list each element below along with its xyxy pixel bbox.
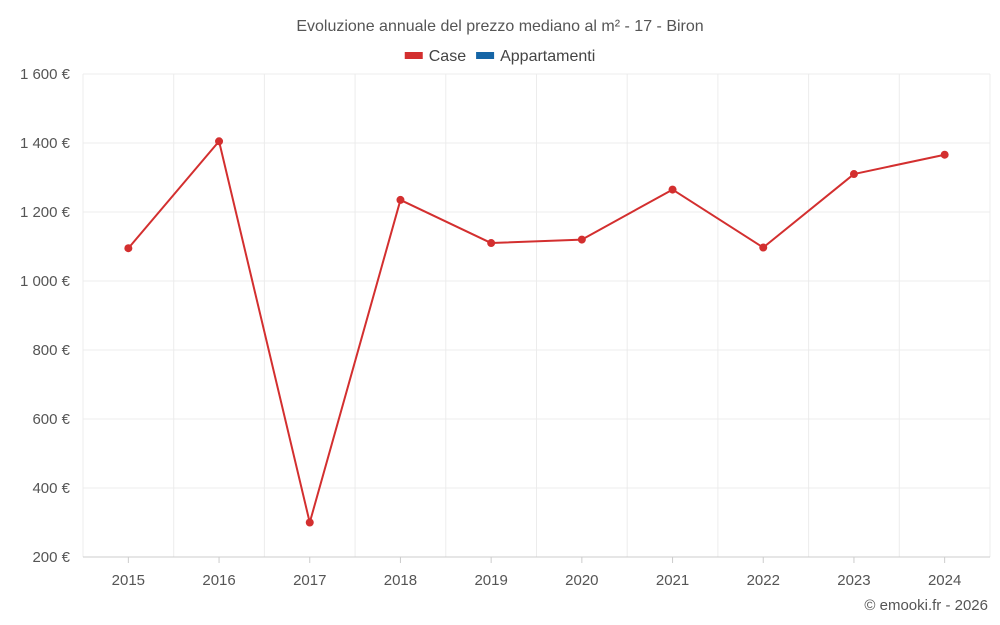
data-point (577, 235, 586, 244)
y-tick-label: 600 € (32, 411, 70, 428)
data-point (124, 244, 133, 253)
y-tick-label: 1 000 € (20, 273, 71, 290)
x-tick-label: 2018 (384, 572, 417, 589)
x-tick-label: 2016 (202, 572, 235, 589)
grid (82, 73, 991, 558)
x-tick-label: 2021 (656, 572, 689, 589)
y-tick-label: 1 600 € (20, 66, 71, 83)
y-tick-label: 200 € (32, 549, 70, 566)
legend-item-appartamenti: Appartamenti (476, 48, 595, 65)
legend-item-case: Case (404, 48, 466, 65)
y-axis: 200 € 400 € 600 € 800 € 1 000 € 1 200 € 1 400 … (20, 66, 71, 566)
x-tick-label: 2015 (112, 572, 145, 589)
legend-swatch (404, 52, 423, 59)
legend: Case Appartamenti (404, 48, 595, 65)
x-tick-label: 2017 (293, 572, 326, 589)
x-tick-label: 2023 (837, 572, 870, 589)
y-tick-label: 1 200 € (20, 204, 71, 221)
data-point (396, 195, 405, 204)
data-point (940, 150, 949, 159)
data-point (668, 185, 677, 194)
legend-label: Case (429, 48, 466, 65)
data-point (305, 518, 314, 527)
credit-text: © emooki.fr - 2026 (864, 597, 988, 614)
data-point (215, 137, 224, 146)
x-tick-label: 2022 (747, 572, 780, 589)
x-tick-label: 2019 (474, 572, 507, 589)
legend-label: Appartamenti (500, 48, 595, 65)
legend-swatch (476, 52, 495, 59)
chart-title: Evoluzione annuale del prezzo mediano al… (296, 18, 703, 35)
data-point (759, 243, 768, 252)
data-point (487, 239, 496, 248)
x-axis: 2015 2016 2017 2018 2019 2020 2021 2022 2023 2024 (83, 556, 990, 589)
y-tick-label: 400 € (32, 480, 70, 497)
x-tick-label: 2020 (565, 572, 598, 589)
y-tick-label: 1 400 € (20, 135, 71, 152)
data-point (849, 170, 858, 179)
y-tick-label: 800 € (32, 342, 70, 359)
series-layer (124, 137, 949, 527)
series-line-case (127, 140, 945, 524)
x-tick-label: 2024 (928, 572, 961, 589)
